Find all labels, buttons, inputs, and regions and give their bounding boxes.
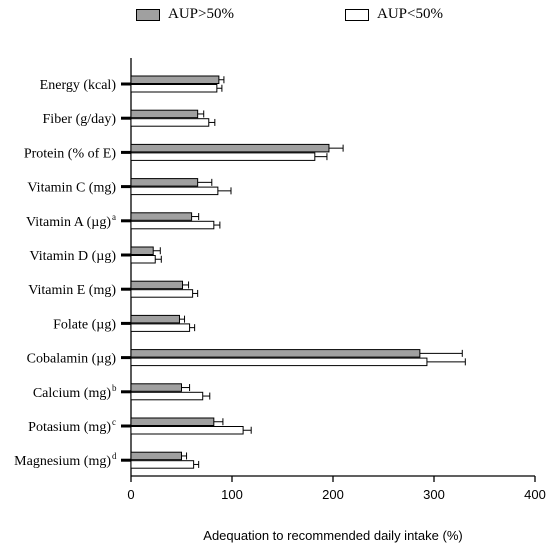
category-label: Calcium (mg) [33, 386, 111, 401]
category-label: Vitamin D (µg) [29, 249, 116, 264]
bar [130, 109, 199, 119]
bar [130, 417, 215, 426]
legend: AUP>50% AUP<50% [0, 6, 550, 28]
category-label: Magnesium (mg) [14, 454, 111, 469]
x-tick-label: 100 [221, 487, 243, 502]
bar [130, 280, 184, 290]
bar [130, 451, 182, 461]
x-tick-label: 400 [524, 487, 546, 502]
bar [130, 143, 330, 153]
category-label: Potasium (mg) [28, 420, 111, 435]
bar [130, 391, 204, 401]
x-tick-label: 200 [322, 487, 344, 502]
category-superscript: d [112, 451, 117, 461]
legend-swatch-aup-low [345, 8, 369, 21]
category-superscript: b [112, 383, 117, 393]
category-label: Energy (kcal) [40, 78, 117, 93]
bar [130, 178, 199, 187]
category-label: Protein (% of E) [24, 146, 116, 161]
legend-item-aup-high: AUP>50% [136, 6, 234, 23]
bar [130, 289, 194, 298]
x-axis-label: Adequation to recommended daily intake (… [203, 528, 462, 543]
bar [130, 75, 220, 84]
bar [130, 220, 215, 230]
bar [130, 314, 180, 324]
category-label: Vitamin A (µg) [26, 215, 111, 230]
category-label: Cobalamin (µg) [27, 352, 117, 367]
bar [130, 255, 156, 264]
category-label: Vitamin C (mg) [27, 181, 116, 196]
bar [130, 186, 219, 196]
bar [130, 357, 428, 367]
x-tick-label: 300 [423, 487, 445, 502]
legend-item-aup-low: AUP<50% [345, 6, 443, 23]
bar [130, 323, 191, 332]
bar [130, 84, 218, 93]
bar [130, 152, 316, 161]
bar [130, 426, 244, 435]
bar [130, 212, 193, 221]
bar [130, 349, 421, 358]
category-label: Vitamin E (mg) [28, 283, 116, 298]
legend-swatch-aup-high [136, 8, 160, 21]
bar [130, 118, 210, 127]
bar [130, 460, 195, 469]
bar [130, 246, 154, 255]
legend-label-aup-low: AUP<50% [377, 6, 443, 22]
x-tick-label: 0 [127, 487, 134, 502]
legend-label-aup-high: AUP>50% [168, 6, 234, 22]
category-label: Folate (µg) [53, 317, 116, 332]
category-label: Fiber (g/day) [43, 112, 117, 127]
category-superscript: c [112, 417, 116, 427]
category-superscript: a [112, 212, 116, 222]
bar [130, 383, 182, 392]
